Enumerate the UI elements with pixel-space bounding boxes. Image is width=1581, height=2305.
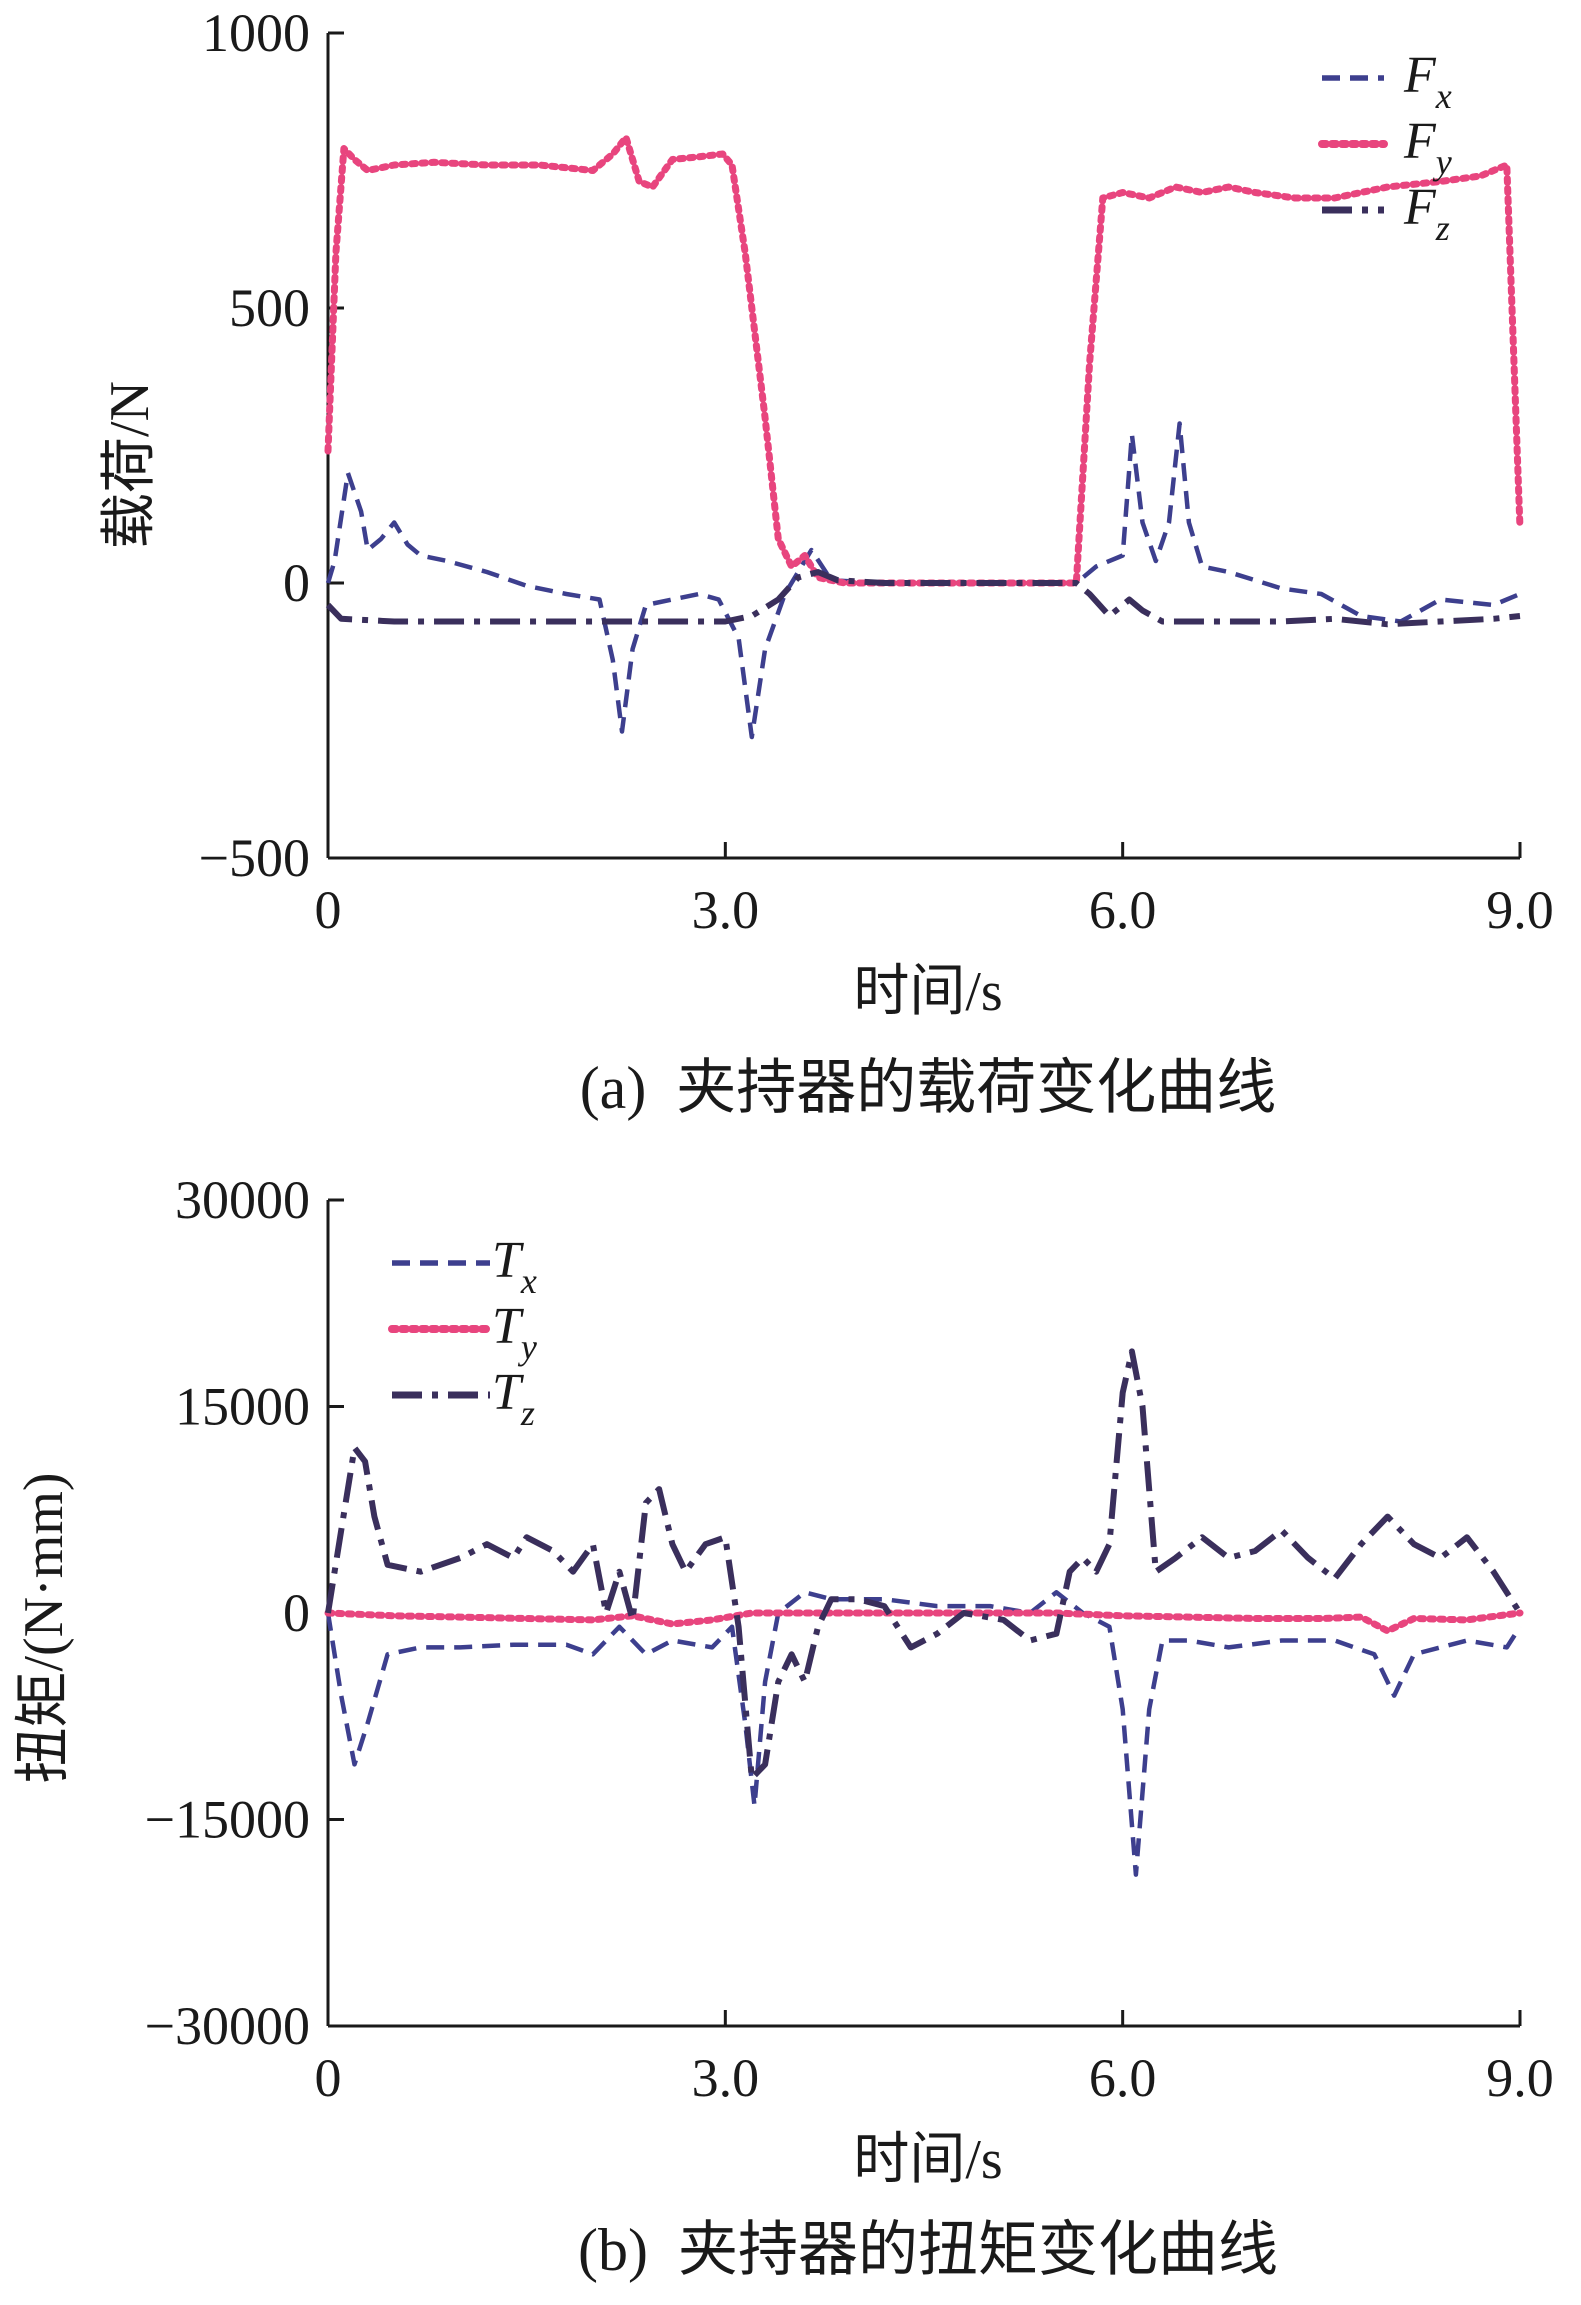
series-line-fz	[325, 569, 1521, 628]
y-tick-label: −500	[199, 828, 310, 888]
legend-entry-subscript: x	[520, 1261, 537, 1301]
y-tick-label: −15000	[145, 1790, 310, 1850]
x-axis-title: 时间/s	[853, 961, 1002, 1023]
x-tick-label: 6.0	[1089, 880, 1157, 940]
y-axis-title: 载荷/N	[99, 381, 161, 549]
legend-entry-subscript: z	[520, 1393, 535, 1433]
y-tick-label: 500	[229, 278, 310, 338]
x-tick-label: 9.0	[1486, 880, 1554, 940]
series-line-fy	[324, 134, 1524, 587]
chart-caption: (b) 夹持器的扭矩变化曲线	[578, 2217, 1278, 2283]
x-axis-title: 时间/s	[853, 2129, 1002, 2191]
legend-entry: Fy	[1403, 113, 1452, 182]
legend-entry-subscript: x	[1435, 76, 1452, 116]
x-tick-label: 6.0	[1089, 2048, 1157, 2108]
legend-entry-subscript: z	[1435, 208, 1450, 248]
series-line-tx	[325, 1590, 1522, 1877]
y-tick-label: 0	[283, 1583, 310, 1643]
y-tick-label: 1000	[202, 3, 310, 63]
legend-entry: Fz	[1403, 179, 1450, 248]
series-line-tz	[325, 1348, 1523, 1782]
series-line-ty	[324, 1609, 1524, 1635]
y-axis-title: 扭矩/(N·mm)	[13, 1472, 75, 1783]
y-tick-label: 30000	[175, 1170, 310, 1230]
chart-panel-b: 扭矩/(N·mm) 时间/s (b) 夹持器的扭矩变化曲线 −30000 −150…	[13, 1170, 1554, 2283]
x-tick-label: 0	[315, 880, 342, 940]
chart-caption: (a) 夹持器的载荷变化曲线	[580, 1055, 1277, 1121]
x-tick-label: 9.0	[1486, 2048, 1554, 2108]
legend-entry: Tz	[492, 1364, 535, 1433]
y-tick-label: 15000	[175, 1377, 310, 1437]
legend-entry: Fx	[1403, 47, 1452, 116]
x-tick-label: 0	[315, 2048, 342, 2108]
legend-entry-subscript: y	[1433, 142, 1452, 182]
legend-entry-subscript: y	[518, 1327, 537, 1367]
y-tick-label: −30000	[145, 1996, 310, 2056]
x-tick-label: 3.0	[692, 2048, 760, 2108]
legend-entry: Tx	[492, 1232, 537, 1301]
x-tick-label: 3.0	[692, 880, 760, 940]
legend-entry: Ty	[492, 1298, 537, 1367]
y-tick-label: 0	[283, 553, 310, 613]
